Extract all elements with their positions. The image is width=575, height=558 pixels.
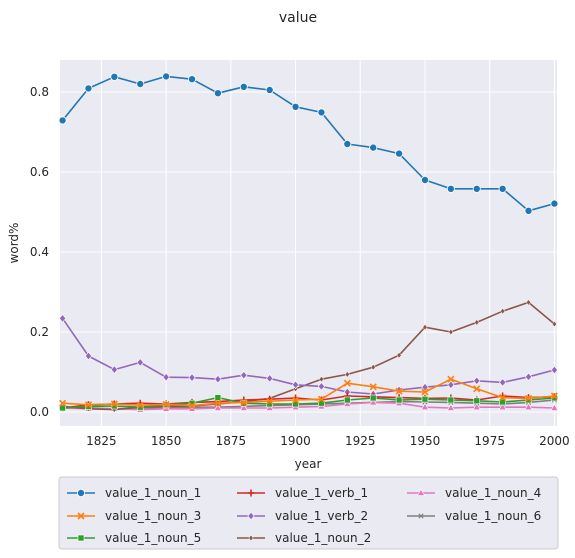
x-tick-label: 1850 [151, 434, 182, 448]
legend-label: value_1_noun_2 [275, 531, 371, 545]
x-tick-label: 1925 [345, 434, 376, 448]
x-tick-label: 1975 [474, 434, 505, 448]
y-tick-label: 0.2 [30, 325, 49, 339]
y-tick-label: 0.6 [30, 165, 49, 179]
chart-title: value [279, 10, 317, 26]
data-point [421, 176, 428, 183]
data-point [499, 185, 506, 192]
data-point [137, 80, 144, 87]
legend-label: value_1_verb_1 [275, 486, 368, 500]
y-tick-label: 0.4 [30, 245, 49, 259]
legend-label: value_1_noun_4 [445, 486, 541, 500]
data-point [447, 185, 454, 192]
data-point [396, 397, 402, 403]
data-point [344, 140, 351, 147]
x-tick-label: 1875 [216, 434, 247, 448]
data-point [474, 398, 480, 404]
x-tick-label: 1825 [86, 434, 117, 448]
x-axis-ticks: 1825 1850 1875 1900 1925 1950 1975 2000 [86, 434, 570, 448]
x-tick-label: 1950 [410, 434, 441, 448]
data-point [85, 85, 92, 92]
x-tick-label: 1900 [280, 434, 311, 448]
data-point [240, 83, 247, 90]
legend-marker [78, 535, 84, 541]
data-point [215, 395, 221, 401]
data-point [448, 397, 454, 403]
y-tick-label: 0.0 [30, 405, 49, 419]
data-point [214, 90, 221, 97]
data-point [292, 103, 299, 110]
data-point [344, 397, 350, 403]
legend-label: value_1_noun_5 [105, 531, 201, 545]
data-point [188, 76, 195, 83]
data-point [473, 185, 480, 192]
y-tick-label: 0.8 [30, 85, 49, 99]
data-point [422, 396, 428, 402]
x-axis-title: year [295, 457, 322, 471]
legend-label: value_1_verb_2 [275, 509, 368, 523]
legend-label: value_1_noun_1 [105, 486, 201, 500]
legend-label: value_1_noun_6 [445, 509, 541, 523]
data-point [266, 86, 273, 93]
y-axis-ticks: 0.0 0.2 0.4 0.6 0.8 [30, 85, 49, 419]
data-point [551, 200, 558, 207]
data-point [395, 150, 402, 157]
data-point [163, 73, 170, 80]
plot-area [60, 60, 557, 426]
data-point [370, 395, 376, 401]
legend: value_1_noun_1 value_1_noun_3 value_1_noun… [59, 477, 558, 549]
data-point [370, 144, 377, 151]
data-point [318, 109, 325, 116]
x-tick-label: 2000 [539, 434, 570, 448]
data-point [59, 117, 66, 124]
data-point [111, 73, 118, 80]
y-axis-title: word% [7, 223, 21, 264]
data-point [525, 207, 532, 214]
legend-label: value_1_noun_3 [105, 509, 201, 523]
legend-marker [77, 489, 84, 496]
